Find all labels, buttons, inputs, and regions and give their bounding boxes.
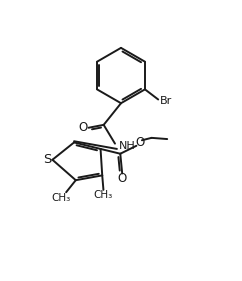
Text: NH: NH — [119, 141, 136, 151]
Text: Br: Br — [160, 96, 172, 106]
Text: S: S — [43, 153, 51, 166]
Text: CH₃: CH₃ — [51, 192, 70, 203]
Text: CH₃: CH₃ — [94, 190, 113, 200]
Text: O: O — [79, 121, 88, 134]
Text: O: O — [135, 136, 144, 149]
Text: O: O — [118, 172, 127, 185]
